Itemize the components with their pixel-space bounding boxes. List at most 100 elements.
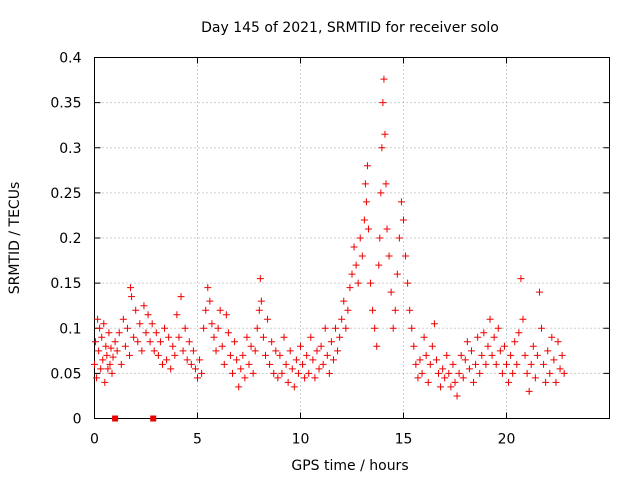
data-point bbox=[179, 347, 187, 355]
x-tick-label: 10 bbox=[292, 432, 310, 448]
data-point bbox=[517, 275, 525, 283]
data-point bbox=[152, 329, 160, 337]
data-point bbox=[233, 356, 241, 364]
data-point bbox=[111, 338, 119, 346]
data-point bbox=[185, 338, 193, 346]
series-srmtid bbox=[91, 75, 568, 400]
data-point bbox=[128, 293, 136, 301]
data-point bbox=[109, 353, 117, 361]
data-point bbox=[376, 234, 384, 242]
data-point bbox=[323, 351, 331, 359]
data-point bbox=[406, 306, 414, 314]
data-point bbox=[235, 383, 243, 391]
data-point bbox=[158, 360, 166, 368]
data-point bbox=[554, 338, 562, 346]
data-point bbox=[340, 297, 348, 305]
data-point bbox=[364, 225, 372, 233]
data-point bbox=[256, 275, 264, 283]
data-point bbox=[445, 369, 453, 377]
data-point bbox=[470, 378, 478, 386]
data-point bbox=[315, 365, 323, 373]
data-point bbox=[422, 351, 430, 359]
data-point bbox=[437, 383, 445, 391]
x-tick-label: 5 bbox=[193, 432, 202, 448]
data-point bbox=[255, 306, 263, 314]
data-point bbox=[377, 189, 385, 197]
x-axis: 0 5 10 15 20 bbox=[90, 57, 515, 448]
data-point bbox=[453, 392, 461, 400]
data-point bbox=[245, 360, 253, 368]
data-point bbox=[276, 351, 284, 359]
data-point bbox=[538, 324, 546, 332]
data-point bbox=[325, 369, 333, 377]
data-point bbox=[354, 279, 362, 287]
data-point bbox=[154, 351, 162, 359]
data-point bbox=[391, 306, 399, 314]
data-point bbox=[97, 365, 105, 373]
data-point bbox=[150, 347, 158, 355]
data-point bbox=[482, 360, 490, 368]
data-point bbox=[156, 338, 164, 346]
data-point bbox=[307, 333, 315, 341]
data-point bbox=[527, 360, 535, 368]
data-point bbox=[104, 365, 112, 373]
y-tick-label: 0.05 bbox=[50, 366, 81, 382]
data-point bbox=[243, 333, 251, 341]
data-point bbox=[535, 288, 543, 296]
data-point bbox=[459, 374, 467, 382]
data-point bbox=[169, 342, 177, 350]
data-point bbox=[360, 216, 368, 224]
data-point bbox=[352, 261, 360, 269]
data-point bbox=[292, 356, 300, 364]
data-point bbox=[546, 369, 554, 377]
data-point bbox=[416, 356, 424, 364]
data-point bbox=[117, 360, 125, 368]
data-point bbox=[239, 351, 247, 359]
gap-marker bbox=[150, 415, 157, 422]
data-point bbox=[451, 378, 459, 386]
data-point bbox=[404, 279, 412, 287]
data-point bbox=[311, 374, 319, 382]
data-point bbox=[299, 360, 307, 368]
data-point bbox=[380, 75, 388, 83]
data-point bbox=[420, 333, 428, 341]
data-point bbox=[346, 284, 354, 292]
data-point bbox=[509, 369, 517, 377]
data-point bbox=[350, 243, 358, 251]
data-point bbox=[134, 338, 142, 346]
data-point bbox=[552, 378, 560, 386]
data-point bbox=[342, 324, 350, 332]
data-point bbox=[389, 324, 397, 332]
data-point bbox=[280, 333, 288, 341]
data-point bbox=[237, 365, 245, 373]
data-point bbox=[531, 374, 539, 382]
data-point bbox=[257, 297, 265, 305]
data-point bbox=[130, 333, 138, 341]
data-point bbox=[550, 356, 558, 364]
data-point bbox=[177, 293, 185, 301]
data-point bbox=[476, 369, 484, 377]
data-point bbox=[115, 329, 123, 337]
data-point bbox=[249, 369, 257, 377]
data-point bbox=[132, 306, 140, 314]
data-point bbox=[167, 365, 175, 373]
data-point bbox=[93, 374, 101, 382]
y-axis-label: SRMTID / TECUs bbox=[7, 182, 23, 295]
data-point bbox=[513, 360, 521, 368]
data-point bbox=[455, 369, 463, 377]
data-point bbox=[253, 324, 261, 332]
y-tick-label: 0.4 bbox=[59, 51, 81, 67]
data-point bbox=[200, 324, 208, 332]
data-point bbox=[272, 347, 280, 355]
x-axis-label: GPS time / hours bbox=[291, 458, 408, 474]
data-point bbox=[102, 342, 110, 350]
data-point bbox=[108, 369, 116, 377]
data-point bbox=[500, 342, 508, 350]
data-point bbox=[171, 351, 179, 359]
data-point bbox=[556, 365, 564, 373]
data-point bbox=[95, 347, 103, 355]
data-point bbox=[414, 374, 422, 382]
data-point bbox=[465, 365, 473, 373]
grid bbox=[94, 57, 610, 419]
